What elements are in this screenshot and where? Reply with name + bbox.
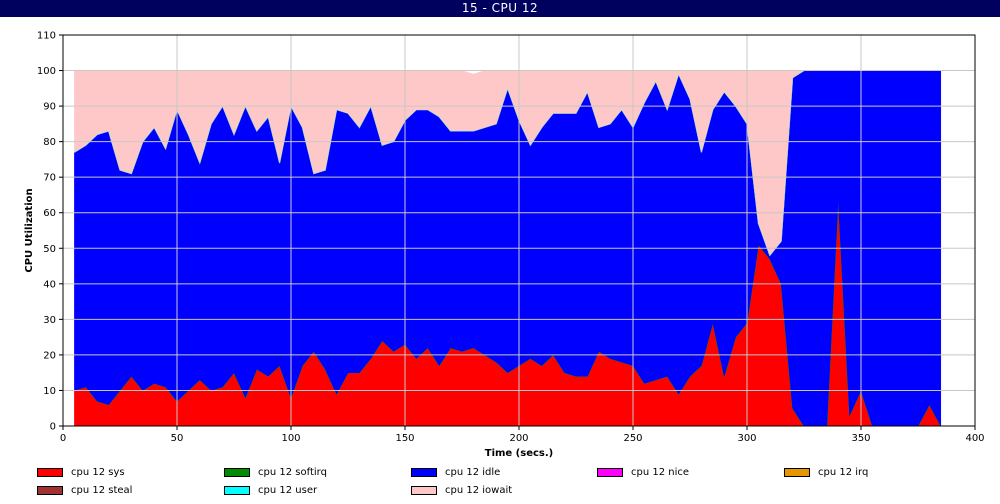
y-tick-label: 40 bbox=[43, 279, 56, 290]
axes bbox=[59, 34, 976, 430]
legend-swatch bbox=[784, 468, 810, 477]
x-tick-label: 250 bbox=[623, 433, 642, 444]
legend-swatch bbox=[597, 468, 623, 477]
y-tick-label: 20 bbox=[43, 350, 56, 361]
x-tick-label: 50 bbox=[171, 433, 184, 444]
y-tick-label: 80 bbox=[43, 137, 56, 148]
legend-label: cpu 12 iowait bbox=[445, 485, 513, 496]
y-tick-label: 50 bbox=[43, 244, 56, 255]
legend-label: cpu 12 nice bbox=[631, 467, 690, 478]
y-tick-label: 70 bbox=[43, 173, 56, 184]
axis-labels: 0 50 100 150 200 250 300 350 400 0 10 20 30 40 50 60 70 8… bbox=[24, 31, 985, 460]
legend-label: cpu 12 sys bbox=[71, 467, 125, 478]
y-tick-label: 100 bbox=[37, 66, 56, 77]
legend-label: cpu 12 user bbox=[258, 485, 318, 496]
chart-area: 0 50 100 150 200 250 300 350 400 0 10 20 30 40 50 60 70 8… bbox=[24, 31, 985, 460]
legend-swatch bbox=[37, 486, 63, 495]
x-tick-label: 300 bbox=[737, 433, 756, 444]
x-tick-label: 400 bbox=[965, 433, 984, 444]
legend-swatch bbox=[37, 468, 63, 477]
legend: cpu 12 sys cpu 12 softirq cpu 12 idle cpu 1… bbox=[0, 462, 1000, 504]
legend-label: cpu 12 idle bbox=[445, 467, 501, 478]
x-tick-label: 200 bbox=[509, 433, 528, 444]
x-axis-label: Time (secs.) bbox=[485, 448, 554, 459]
x-tick-label: 0 bbox=[60, 433, 66, 444]
legend-swatch bbox=[224, 468, 250, 477]
legend-label: cpu 12 softirq bbox=[258, 467, 327, 478]
y-axis-label: CPU Utilization bbox=[24, 188, 35, 272]
y-tick-label: 0 bbox=[50, 422, 56, 433]
y-tick-label: 30 bbox=[43, 315, 56, 326]
x-tick-label: 350 bbox=[851, 433, 870, 444]
y-tick-label: 90 bbox=[43, 102, 56, 113]
legend-swatch bbox=[411, 468, 437, 477]
legend-swatch bbox=[411, 486, 437, 495]
y-tick-label: 110 bbox=[37, 31, 56, 42]
x-tick-label: 150 bbox=[395, 433, 414, 444]
x-tick-label: 100 bbox=[281, 433, 300, 444]
y-tick-label: 10 bbox=[43, 386, 56, 397]
grid-lines bbox=[63, 35, 975, 426]
y-tick-label: 60 bbox=[43, 208, 56, 219]
legend-label: cpu 12 irq bbox=[818, 467, 869, 478]
chart-title: 15 - CPU 12 bbox=[0, 0, 1000, 17]
legend-swatch bbox=[224, 486, 250, 495]
legend-label: cpu 12 steal bbox=[71, 485, 133, 496]
